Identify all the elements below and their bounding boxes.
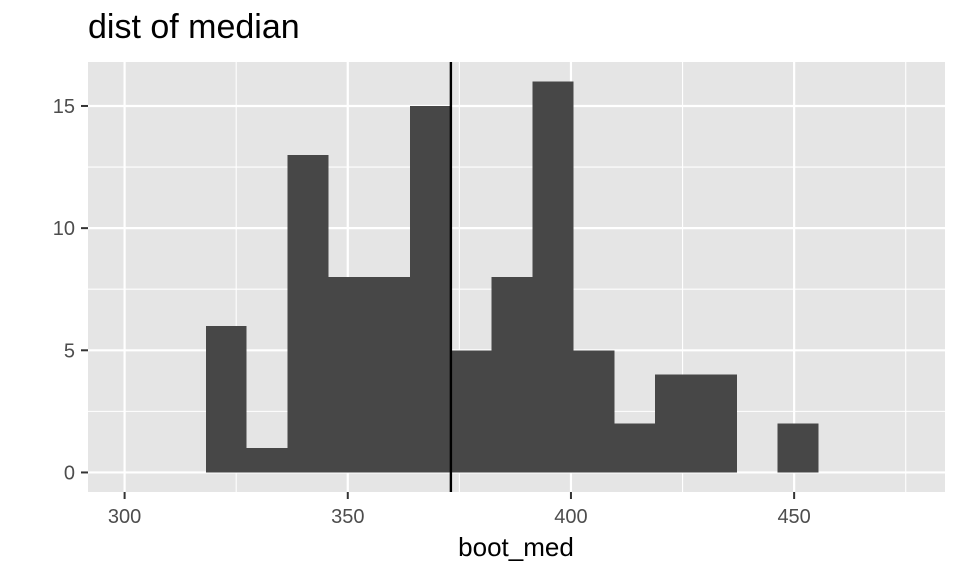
y-tick-label: 5 (64, 340, 75, 362)
x-tick-label: 350 (331, 506, 364, 528)
x-tick-label: 300 (108, 506, 141, 528)
y-tick-label: 10 (53, 218, 75, 240)
histogram-bar (614, 423, 656, 473)
x-axis-title: boot_med (458, 532, 574, 562)
histogram-bar (205, 325, 247, 473)
histogram-bar (532, 81, 574, 473)
histogram-bar (410, 105, 451, 473)
y-tick-label: 15 (53, 96, 75, 118)
histogram-bar (777, 423, 819, 473)
x-tick-label: 400 (554, 506, 587, 528)
histogram-bars (205, 81, 819, 473)
histogram-bar (450, 350, 492, 473)
x-tick-label: 450 (777, 506, 810, 528)
histogram-bar (655, 374, 696, 473)
histogram-bar (328, 277, 370, 473)
histogram-bar (369, 277, 411, 473)
histogram-bar (491, 277, 533, 473)
y-tick-label: 0 (64, 462, 75, 484)
y-axis: 0 5 10 15 (53, 96, 88, 484)
histogram-bar (695, 374, 737, 473)
histogram-bar (287, 154, 329, 473)
histogram-bar (246, 448, 288, 473)
histogram-bar (573, 350, 615, 473)
x-axis: 300 350 400 450 (108, 492, 811, 528)
chart-title: dist of median (88, 8, 300, 46)
